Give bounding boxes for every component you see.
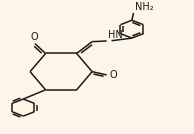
Text: HN: HN [108, 30, 122, 40]
Text: NH₂: NH₂ [135, 2, 154, 12]
Text: O: O [109, 70, 117, 80]
Text: O: O [30, 32, 38, 42]
